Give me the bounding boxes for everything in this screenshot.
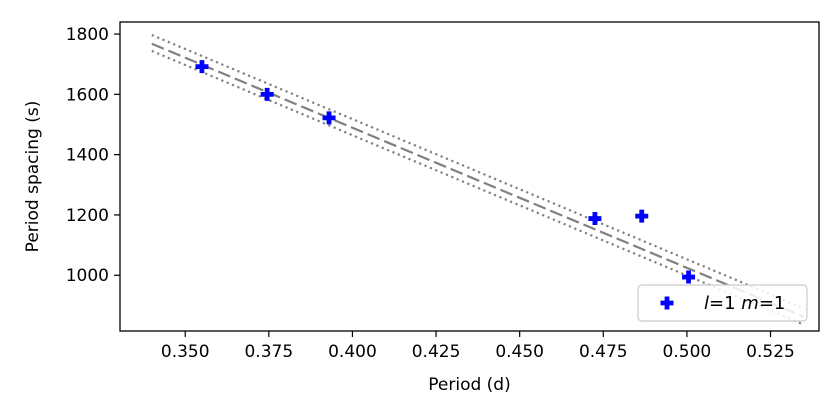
data-point-0-4 — [635, 209, 649, 223]
y-axis-label: Period spacing (s) — [23, 101, 43, 253]
legend: l=1 m=1 — [637, 284, 808, 322]
fit-line-dotted-1 — [151, 33, 805, 310]
data-point-0-2 — [322, 111, 336, 125]
legend-label-part-2: m — [741, 293, 759, 314]
x-tick-label-0: 0.350 — [161, 342, 210, 362]
y-tick-label-3: 1600 — [66, 85, 109, 105]
x-axis-label: Period (d) — [428, 375, 510, 395]
legend-label-part-0: l — [704, 293, 709, 314]
legend-label-part-3: =1 — [759, 293, 786, 314]
legend-label: l=1 m=1 — [704, 293, 785, 314]
y-axis-ticks: 1000 1200 1400 1600 1800 — [66, 25, 120, 286]
legend-marker — [660, 296, 674, 310]
data-point-0-5 — [682, 270, 696, 284]
data-point-0-1 — [260, 87, 274, 101]
y-tick-label-4: 1800 — [66, 25, 109, 45]
y-tick-label-0: 1000 — [66, 266, 109, 286]
y-tick-label-2: 1400 — [66, 146, 109, 166]
data-points — [195, 60, 696, 284]
x-tick-label-1: 0.375 — [244, 342, 293, 362]
x-tick-label-4: 0.450 — [495, 342, 544, 362]
x-tick-label-7: 0.525 — [746, 342, 795, 362]
fit-line-dashed-0 — [151, 42, 805, 318]
fit-line-dotted-2 — [151, 49, 805, 326]
x-tick-label-3: 0.425 — [412, 342, 461, 362]
x-tick-label-5: 0.475 — [579, 342, 628, 362]
legend-label-part-1: =1 — [709, 293, 741, 314]
x-tick-label-6: 0.500 — [663, 342, 712, 362]
legend-box — [637, 284, 808, 322]
data-point-0-3 — [588, 212, 602, 226]
y-tick-label-1: 1200 — [66, 206, 109, 226]
fit-lines — [151, 33, 805, 326]
x-axis-ticks: 0.350 0.375 0.400 0.425 0.450 0.475 0.500 0.525 — [161, 331, 795, 362]
data-point-0-0 — [195, 60, 209, 74]
x-tick-label-2: 0.400 — [328, 342, 377, 362]
plot-frame — [119, 21, 820, 332]
